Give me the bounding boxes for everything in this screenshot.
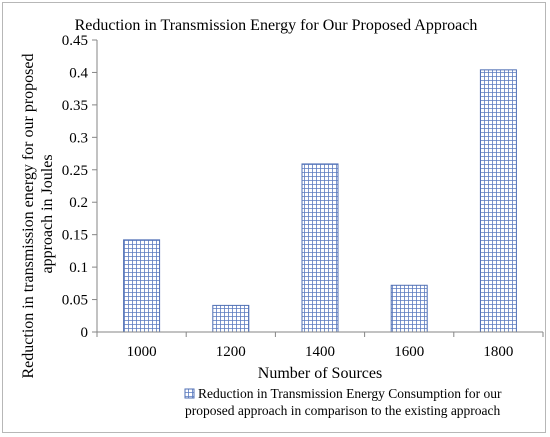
bars <box>123 69 517 333</box>
x-tick-label: 1600 <box>394 344 424 360</box>
y-tick-label: 0.3 <box>69 130 88 146</box>
bar-1800 <box>479 69 517 333</box>
legend: Reduction in Transmission Energy Consump… <box>184 386 505 418</box>
x-tick-label: 1200 <box>216 344 246 360</box>
x-tick-label: 1000 <box>127 344 157 360</box>
x-axis-label: Number of Sources <box>258 365 382 382</box>
y-tick-label: 0.25 <box>62 163 88 179</box>
bar-1200 <box>212 304 250 333</box>
y-tick-label: 0 <box>81 325 89 341</box>
y-tick-label: 0.05 <box>62 293 88 309</box>
y-axis-label-line-1: Reduction in transmission energy for our… <box>20 54 37 379</box>
y-tick-label: 0.4 <box>69 65 88 81</box>
y-tick-label: 0.45 <box>62 33 88 49</box>
y-tick-label: 0.35 <box>62 98 88 114</box>
y-axis-label-line-2: approach in Joules <box>39 154 56 273</box>
bar-1400 <box>301 163 339 333</box>
y-tick-label: 0.2 <box>69 195 88 211</box>
y-tick-label: 0.15 <box>62 228 88 244</box>
chart-frame <box>2 2 546 433</box>
x-axis-ticks: 1000 1200 1400 1600 1800 <box>96 332 544 360</box>
legend-swatch <box>184 388 195 399</box>
y-axis-ticks: 0 0.05 0.1 0.15 0.2 0.25 0.3 0.35 0.4 0.45 <box>62 33 97 341</box>
x-tick-label: 1800 <box>483 344 513 360</box>
bar-1000 <box>123 239 161 333</box>
x-tick-label: 1400 <box>305 344 335 360</box>
chart-title: Reduction in Transmission Energy for Our… <box>75 17 478 34</box>
y-tick-label: 0.1 <box>69 260 88 276</box>
legend-entry: Reduction in Transmission Energy Consump… <box>185 386 505 418</box>
legend-entry-line-2: proposed approach in comparison to the e… <box>185 403 501 418</box>
y-axis-label: Reduction in transmission energy for our… <box>20 50 56 379</box>
bar-1600 <box>390 284 428 333</box>
legend-entry-line-1: Reduction in Transmission Energy Consump… <box>198 386 502 401</box>
